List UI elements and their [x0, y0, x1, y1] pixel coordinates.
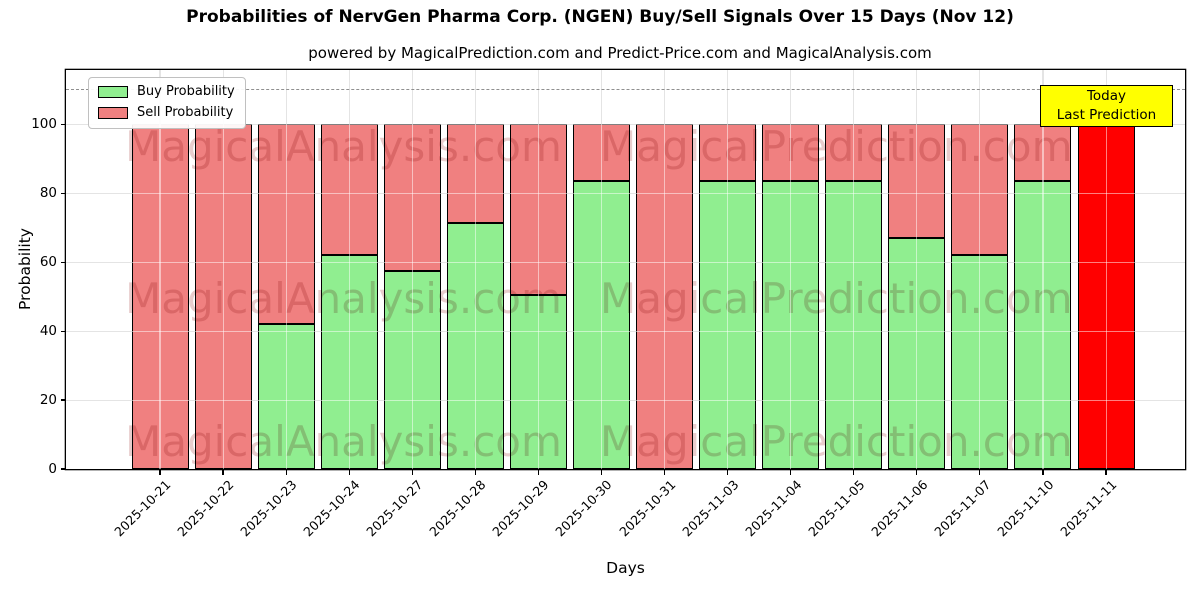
y-tick-mark: [61, 261, 66, 263]
x-tick-mark: [663, 470, 666, 475]
watermark-text: MagicalPrediction.com: [600, 417, 1073, 466]
x-tick-mark: [979, 470, 981, 475]
x-tick-mark: [853, 470, 855, 475]
today-annotation: Today Last Prediction: [1040, 85, 1173, 127]
chart-title: Probabilities of NervGen Pharma Corp. (N…: [186, 7, 1014, 27]
watermark-text: MagicalAnalysis.com: [125, 122, 562, 171]
chart-subtitle: powered by MagicalPrediction.com and Pre…: [308, 44, 932, 62]
x-tick-mark: [285, 470, 287, 475]
watermark-layer: MagicalAnalysis.com MagicalPrediction.com…: [66, 70, 1185, 469]
watermark-text: MagicalAnalysis.com: [125, 274, 562, 323]
y-tick-label: 60: [39, 253, 57, 270]
legend-item-sell: Sell Probability: [98, 104, 236, 121]
x-tick-mark: [600, 470, 603, 475]
x-tick-mark: [537, 470, 539, 475]
today-annotation-line2: Last Prediction: [1056, 107, 1157, 123]
y-tick-mark: [61, 468, 66, 470]
watermark-text: MagicalAnalysis.com: [125, 417, 562, 466]
x-tick-mark: [474, 470, 476, 475]
dashed-threshold-line: [66, 89, 1185, 91]
legend: Buy Probability Sell Probability: [88, 77, 246, 129]
x-tick-mark: [222, 470, 224, 475]
watermark-text: MagicalPrediction.com: [600, 274, 1073, 323]
x-tick-mark: [159, 470, 161, 475]
y-tick-label: 100: [31, 115, 57, 132]
x-tick-mark: [916, 470, 918, 475]
x-tick-mark: [348, 470, 350, 475]
legend-sell-swatch: [98, 107, 128, 120]
y-tick-mark: [61, 192, 66, 194]
x-tick-mark: [411, 470, 413, 475]
watermark-text: MagicalPrediction.com: [600, 122, 1073, 171]
y-tick-label: 40: [39, 322, 57, 339]
y-tick-label: 0: [48, 460, 57, 477]
x-axis-title: Days: [606, 559, 645, 577]
x-tick-mark: [727, 470, 729, 475]
x-tick-mark: [1042, 470, 1044, 475]
y-tick-label: 20: [39, 391, 57, 408]
today-annotation-line1: Today: [1086, 88, 1127, 104]
y-tick-mark: [61, 123, 66, 126]
legend-buy-swatch: [98, 86, 128, 99]
y-tick-mark: [61, 330, 66, 332]
legend-sell-label: Sell Probability: [137, 104, 234, 120]
y-tick-mark: [61, 399, 66, 401]
x-tick-mark: [1105, 470, 1107, 475]
legend-item-buy: Buy Probability: [98, 84, 236, 100]
x-tick-mark: [790, 470, 792, 475]
plot-area: MagicalAnalysis.com MagicalPrediction.com…: [66, 70, 1185, 469]
y-tick-label: 80: [39, 184, 57, 201]
legend-buy-label: Buy Probability: [137, 84, 235, 99]
